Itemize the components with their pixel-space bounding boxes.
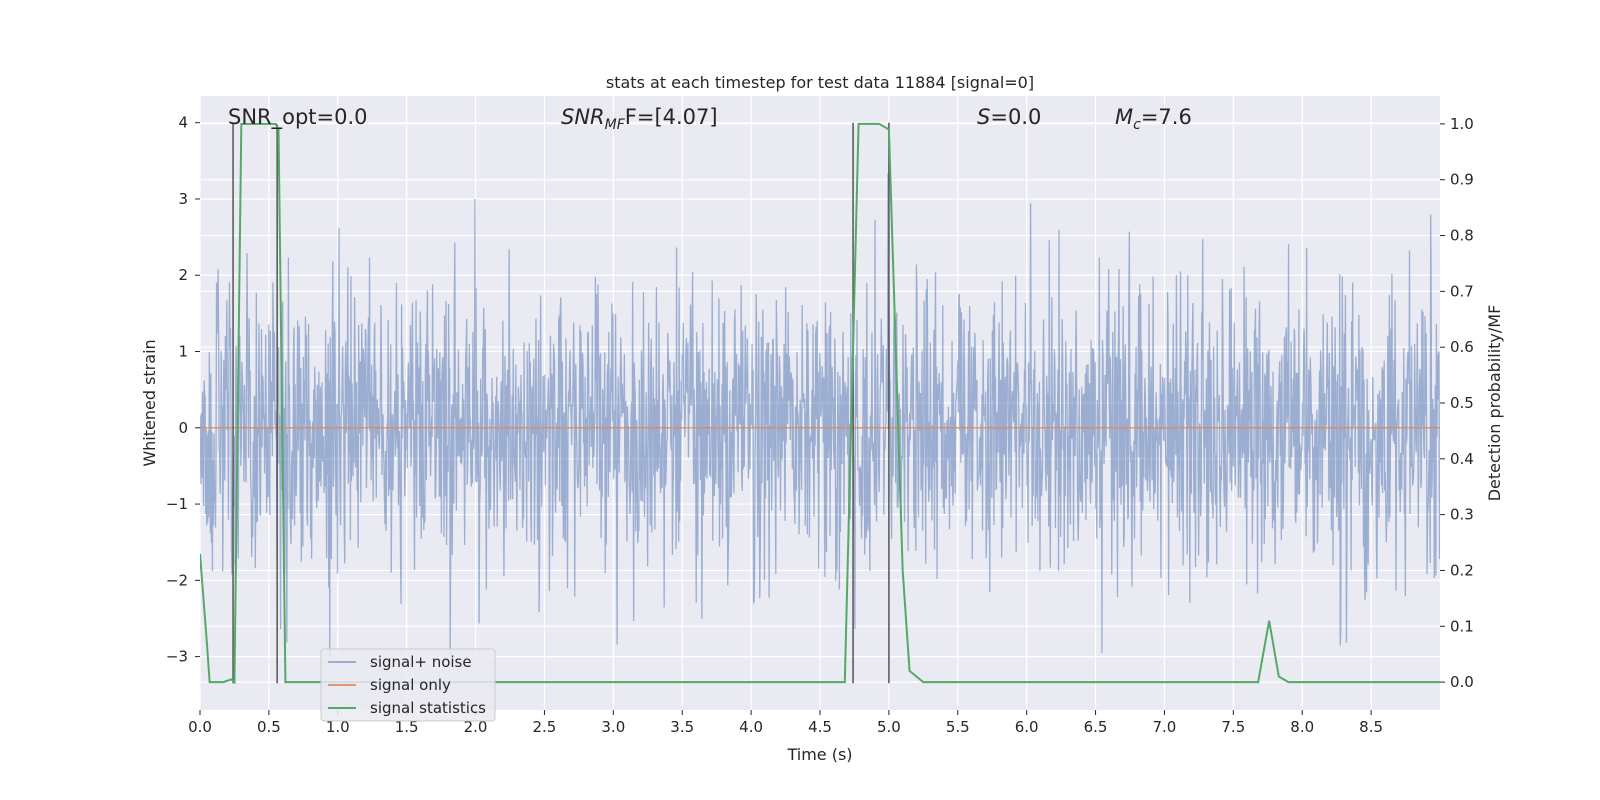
x-tick-label: 3.5 — [670, 718, 694, 736]
right-y-tick-label: 0.9 — [1450, 171, 1474, 189]
left-y-tick-label: −3 — [166, 648, 188, 666]
right-y-tick-label: 0.8 — [1450, 227, 1474, 245]
right-y-tick-label: 0.0 — [1450, 673, 1474, 691]
annotation-s-rest: =0.0 — [990, 105, 1041, 129]
annotation-snr-mf-sub: MF — [605, 117, 626, 133]
annotation-snr-mf: SNRMFF=[4.07] — [561, 105, 718, 133]
x-tick-label: 0.0 — [188, 718, 212, 736]
annotation-snr-mf-main: SNR — [561, 105, 605, 129]
x-tick-label: 2.5 — [533, 718, 557, 736]
x-tick-label: 5.5 — [946, 718, 970, 736]
x-tick-label: 6.0 — [1015, 718, 1039, 736]
x-tick-label: 1.0 — [326, 718, 350, 736]
x-tick-label: 8.0 — [1290, 718, 1314, 736]
annotation-mc-sub: c — [1133, 117, 1141, 133]
right-y-tick-label: 0.2 — [1450, 561, 1474, 579]
x-tick-label: 6.5 — [1084, 718, 1108, 736]
annotation-mc: Mc=7.6 — [1115, 105, 1192, 133]
x-tick-label: 4.5 — [808, 718, 832, 736]
annotation-mc-rest: =7.6 — [1141, 105, 1192, 129]
right-y-tick-label: 0.1 — [1450, 617, 1474, 635]
right-y-axis-ticks: 0.0 0.1 0.2 0.3 0.4 0.5 0.6 0.7 0.8 0.9 1.0 — [1440, 115, 1474, 691]
right-y-tick-label: 0.4 — [1450, 450, 1474, 468]
signal-statistics-series — [200, 122, 1440, 685]
left-y-tick-label: 0 — [178, 419, 188, 437]
annotation-mc-main: M — [1115, 105, 1133, 129]
vertical-markers — [232, 122, 890, 684]
right-y-tick-label: 0.5 — [1450, 394, 1474, 412]
x-tick-label: 1.5 — [395, 718, 419, 736]
left-y-tick-label: 1 — [178, 343, 188, 361]
left-y-axis-ticks: −3 −2 −1 0 1 2 3 4 — [166, 114, 200, 666]
left-y-axis-label: Whitened strain — [140, 339, 159, 466]
chart-title: stats at each timestep for test data 118… — [606, 73, 1034, 92]
left-y-tick-label: 4 — [178, 114, 188, 132]
x-tick-label: 7.0 — [1153, 718, 1177, 736]
left-y-tick-label: −2 — [166, 571, 188, 589]
signal-noise-line — [200, 172, 1440, 658]
x-tick-label: 4.0 — [739, 718, 763, 736]
left-y-tick-label: 2 — [178, 266, 188, 284]
right-y-tick-label: 0.3 — [1450, 506, 1474, 524]
legend-label-signal-statistics: signal statistics — [370, 699, 486, 717]
x-axis-label: Time (s) — [786, 745, 852, 764]
right-y-tick-label: 1.0 — [1450, 115, 1474, 133]
right-y-tick-label: 0.6 — [1450, 338, 1474, 356]
annotation-s: S=0.0 — [977, 105, 1041, 129]
x-axis-ticks: 0.0 0.5 1.0 1.5 2.0 2.5 3.0 3.5 4.0 4.5 5.0 5.5 6.0 6… — [188, 710, 1383, 736]
x-tick-label: 0.5 — [257, 718, 281, 736]
x-tick-label: 2.0 — [464, 718, 488, 736]
signal-noise-series — [200, 172, 1440, 658]
legend-label-signal-only: signal only — [370, 676, 451, 694]
right-y-tick-label: 0.7 — [1450, 282, 1474, 300]
legend-box — [320, 648, 496, 722]
legend-label-signal-noise: signal+ noise — [370, 653, 472, 671]
annotation-snr-opt: SNR_opt=0.0 — [228, 105, 368, 130]
x-tick-label: 3.0 — [601, 718, 625, 736]
x-tick-label: 8.5 — [1359, 718, 1383, 736]
x-tick-label: 7.5 — [1221, 718, 1245, 736]
annotation-snr-mf-rest: F=[4.07] — [625, 105, 718, 129]
signal-statistics-line — [200, 122, 1440, 685]
left-y-tick-label: −1 — [166, 495, 188, 513]
x-tick-label: 5.0 — [877, 718, 901, 736]
right-y-axis-label: Detection probability/MF — [1485, 305, 1504, 502]
annotation-s-main: S — [977, 105, 990, 129]
legend: signal+ noise signal only signal statist… — [320, 648, 496, 722]
left-y-tick-label: 3 — [178, 190, 188, 208]
